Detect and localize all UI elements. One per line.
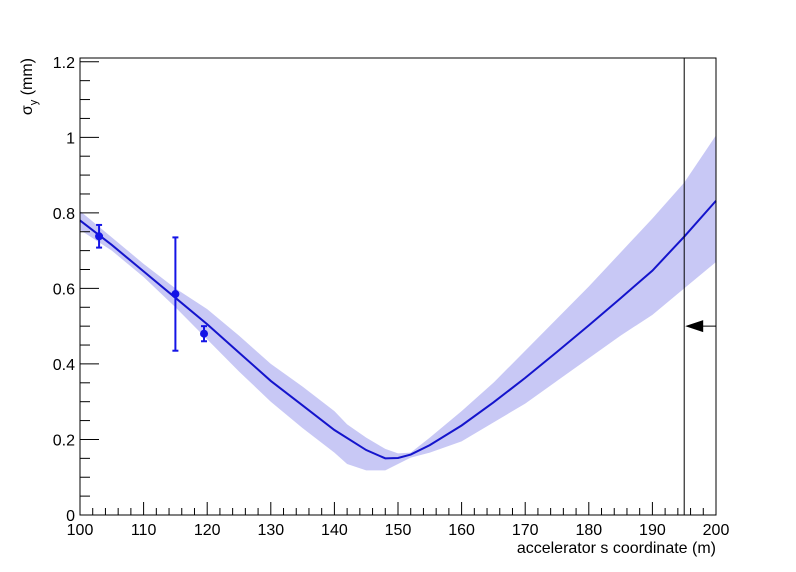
arrow-head — [685, 320, 704, 333]
measurement-point-1 — [95, 223, 104, 249]
x-tick-label: 130 — [257, 522, 284, 539]
x-axis-title: accelerator s coordinate (m) — [517, 540, 716, 557]
x-tick-label: 100 — [67, 522, 94, 539]
y-tick-label: 0.4 — [53, 357, 75, 374]
data-point — [95, 232, 104, 241]
measurement-point-3 — [200, 325, 209, 343]
x-tick-label: 190 — [639, 522, 666, 539]
y-tick-label: 1.2 — [53, 55, 75, 72]
x-axis: 100 110 120 130 140 150 160 170 180 190 200 — [67, 502, 730, 539]
x-tick-label: 110 — [131, 522, 157, 539]
x-tick-label: 180 — [575, 522, 602, 539]
x-tick-label: 200 — [703, 522, 730, 539]
y-tick-label: 1 — [66, 130, 75, 147]
y-tick-label: 0.8 — [53, 206, 75, 223]
x-tick-label: 140 — [321, 522, 348, 539]
fit-curve — [79, 200, 717, 460]
measurement-point-2 — [171, 236, 180, 352]
measurement-points — [95, 223, 209, 352]
y-axis-title-symbol: σ — [19, 105, 36, 115]
x-tick-label: 150 — [385, 522, 412, 539]
x-tick-label: 120 — [194, 522, 221, 539]
y-tick-label: 0.6 — [53, 281, 75, 298]
data-point — [200, 329, 209, 338]
x-tick-label: 170 — [512, 522, 539, 539]
data-point — [171, 290, 180, 299]
y-tick-label: 0.2 — [53, 432, 75, 449]
y-axis-title-subscript: y — [28, 99, 40, 105]
plot-area — [79, 58, 717, 515]
x-tick-label: 160 — [448, 522, 475, 539]
arrow-marker — [685, 320, 716, 333]
fit-error-band — [80, 135, 716, 471]
y-tick-label: 0 — [66, 508, 75, 525]
y-axis-title: σy (mm) — [19, 58, 40, 115]
y-axis-title-unit: (mm) — [19, 58, 36, 100]
y-axis: 0 0.2 0.4 0.6 0.8 1 1.2 — [53, 55, 99, 525]
